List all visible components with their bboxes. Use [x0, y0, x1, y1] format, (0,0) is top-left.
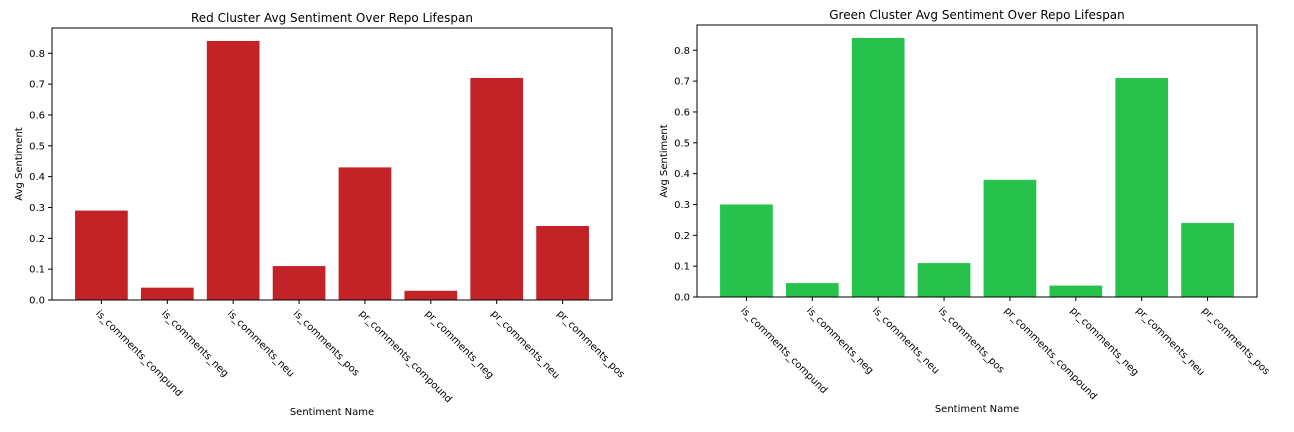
bar-is-comments-neu [851, 37, 905, 297]
bar-pr-comments-pos [536, 225, 589, 300]
x-axis-label: Sentiment Name [290, 407, 374, 418]
y-tick-label: 0.2 [674, 231, 690, 242]
y-tick-label: 0.8 [674, 46, 690, 57]
bar-group [75, 40, 589, 301]
bar-pr-comments-pos [1181, 222, 1234, 297]
y-tick-label: 0.7 [674, 77, 690, 88]
bar-is-comments-pos [272, 266, 326, 300]
y-tick-label: 0.3 [674, 200, 690, 211]
y-tick-label: 0.6 [674, 107, 690, 118]
y-axis-label: Avg Sentiment [14, 127, 25, 200]
y-tick-label: 0.5 [674, 138, 690, 149]
y-tick-label: 0.3 [29, 203, 45, 214]
y-axis-ticks: 0.0 0.1 0.2 0.3 0.4 0.5 0.6 0.7 0.8 [29, 49, 52, 307]
bar-group [720, 37, 1234, 297]
y-tick-label: 0.7 [29, 80, 45, 91]
chart-title: Green Cluster Avg Sentiment Over Repo Li… [829, 8, 1125, 22]
y-tick-label: 0.4 [674, 169, 690, 180]
bar-is-comments-compund [75, 210, 128, 300]
bar-pr-comments-compound [338, 167, 392, 300]
bar-pr-comments-neu [470, 77, 524, 301]
bar-pr-comments-compound [983, 179, 1037, 297]
y-axis-ticks: 0.0 0.1 0.2 0.3 0.4 0.5 0.6 0.7 0.8 [674, 46, 697, 304]
y-tick-label: 0.4 [29, 172, 45, 183]
chart-title: Red Cluster Avg Sentiment Over Repo Life… [191, 11, 473, 25]
plot-frame [696, 24, 1258, 298]
bar-is-comments-neg [785, 283, 839, 297]
y-tick-label: 0.1 [674, 262, 690, 273]
y-tick-label: 0.1 [29, 265, 45, 276]
bar-is-comments-compund [720, 204, 773, 297]
y-tick-label: 0.8 [29, 49, 45, 60]
y-tick-label: 0.0 [29, 296, 45, 307]
plot-frame [51, 27, 613, 301]
bar-pr-comments-neg [404, 290, 458, 300]
y-axis-label: Avg Sentiment [659, 124, 670, 197]
x-axis-label: Sentiment Name [935, 404, 1019, 415]
y-tick-label: 0.2 [29, 234, 45, 245]
y-tick-label: 0.5 [29, 141, 45, 152]
bar-is-comments-neu [206, 40, 260, 300]
y-tick-label: 0.0 [674, 293, 690, 304]
bar-is-comments-pos [917, 263, 971, 297]
bar-pr-comments-neu [1115, 78, 1169, 297]
y-tick-label: 0.6 [29, 110, 45, 121]
bar-is-comments-neg [140, 287, 194, 300]
bar-pr-comments-neg [1049, 285, 1103, 297]
